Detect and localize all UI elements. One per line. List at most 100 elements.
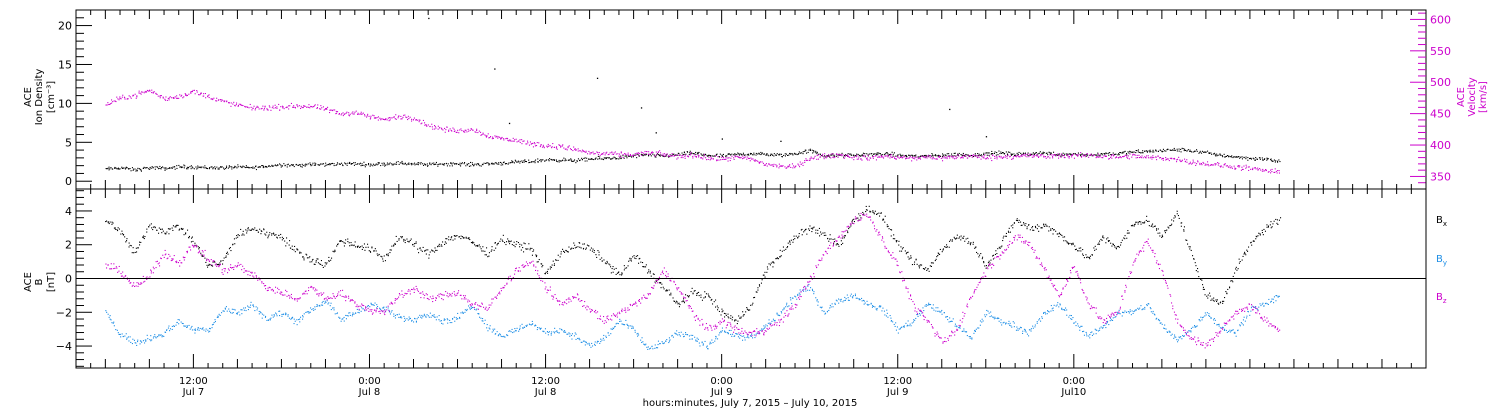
bx-series-point <box>1165 230 1167 232</box>
bx-series-point <box>495 247 497 249</box>
bx-series-point <box>386 254 388 256</box>
velocity-series-point <box>237 105 239 107</box>
velocity-series-point <box>269 106 271 108</box>
velocity-series-point <box>735 156 737 158</box>
velocity-series-point <box>614 151 616 153</box>
bx-series-point <box>396 240 398 242</box>
bx-series-point <box>930 265 932 267</box>
velocity-series-point <box>651 151 653 153</box>
density-series-point <box>528 161 530 163</box>
bx-series-point <box>696 294 698 296</box>
bx-series-point <box>484 250 486 252</box>
density-series-point <box>760 154 762 156</box>
bx-series-point <box>202 255 204 257</box>
velocity-series-point <box>181 94 183 96</box>
density-series-point <box>502 164 504 166</box>
density-series-point <box>839 154 841 156</box>
by-series-point <box>546 331 548 333</box>
by-series-point <box>525 325 527 327</box>
density-series-point <box>1278 159 1280 161</box>
density-series-point <box>636 153 638 155</box>
density-series-point <box>828 155 830 157</box>
by-series-point <box>563 330 565 332</box>
by-series-point <box>384 309 386 311</box>
bx-series-point <box>970 242 972 244</box>
by-series-point <box>116 329 118 331</box>
bx-series-point <box>1173 220 1175 222</box>
velocity-series-point <box>242 105 244 107</box>
bx-series-point <box>1008 231 1010 233</box>
density-series-point <box>216 166 218 168</box>
by-series-point <box>813 293 815 295</box>
bx-series-point <box>757 287 759 289</box>
by-series-point <box>710 342 712 344</box>
bx-series-point <box>410 238 412 240</box>
bx-series-point <box>969 242 971 244</box>
velocity-series-point <box>224 100 226 102</box>
velocity-series-point <box>782 165 784 167</box>
bx-series-point <box>496 244 498 246</box>
bx-series-point <box>745 311 747 313</box>
velocity-series-point <box>585 151 587 153</box>
bx-series-point <box>201 254 203 256</box>
bx-series-point <box>273 232 275 234</box>
velocity-series-point <box>810 156 812 158</box>
by-series-point <box>447 322 449 324</box>
density-series-point <box>375 163 377 165</box>
bx-series-point <box>853 221 855 223</box>
velocity-series-point <box>647 153 649 155</box>
bx-series-point <box>1085 254 1087 256</box>
density-series-point <box>1141 152 1143 154</box>
velocity-series-point <box>303 105 305 107</box>
density-series-point <box>532 161 534 163</box>
velocity-series-point <box>403 114 405 116</box>
density-series-point <box>317 164 319 166</box>
by-series-point <box>529 324 531 326</box>
density-series-point <box>174 166 176 168</box>
by-series-point <box>439 320 441 322</box>
bx-series-point <box>1088 257 1090 259</box>
density-series-point <box>755 154 757 156</box>
by-series-point <box>820 307 822 309</box>
density-series-point <box>689 152 691 154</box>
density-series-point <box>218 168 220 170</box>
by-series-point <box>647 346 649 348</box>
velocity-series-point <box>589 153 591 155</box>
velocity-series-point <box>1084 156 1086 158</box>
density-series-point <box>931 155 933 157</box>
velocity-series-point <box>485 135 487 137</box>
bx-series-point <box>817 232 819 234</box>
by-series-point <box>554 327 556 329</box>
by-series-point <box>433 314 435 316</box>
density-series-outlier <box>640 107 643 109</box>
by-series-point <box>336 312 338 314</box>
velocity-series-point <box>300 105 302 107</box>
velocity-series-point <box>681 155 683 157</box>
velocity-series-point <box>940 157 942 159</box>
bx-series-point <box>1176 213 1178 215</box>
bx-series-point <box>1257 235 1259 237</box>
by-series-point <box>391 310 393 312</box>
by-series-point <box>603 339 605 341</box>
bx-series-point <box>359 246 361 248</box>
bx-series-point <box>758 284 760 286</box>
bx-series-point <box>974 246 976 248</box>
bx-series-point <box>1065 240 1067 242</box>
density-series-point <box>427 165 429 167</box>
bx-series-point <box>574 244 576 246</box>
bx-series-point <box>529 249 531 251</box>
by-series-point <box>494 328 496 330</box>
bx-series-point <box>1077 250 1079 252</box>
by-series-point <box>829 307 831 309</box>
velocity-series-point <box>577 148 579 150</box>
velocity-series-point <box>728 157 730 159</box>
by-series-point <box>176 321 178 323</box>
velocity-series-point <box>398 115 400 117</box>
velocity-series-point <box>1033 155 1035 157</box>
velocity-series-point <box>1108 158 1110 160</box>
bx-series-point <box>1204 294 1206 296</box>
bx-series-point <box>583 243 585 245</box>
density-series-point <box>439 163 441 165</box>
density-series-point <box>182 166 184 168</box>
bx-series-point <box>1174 216 1176 218</box>
